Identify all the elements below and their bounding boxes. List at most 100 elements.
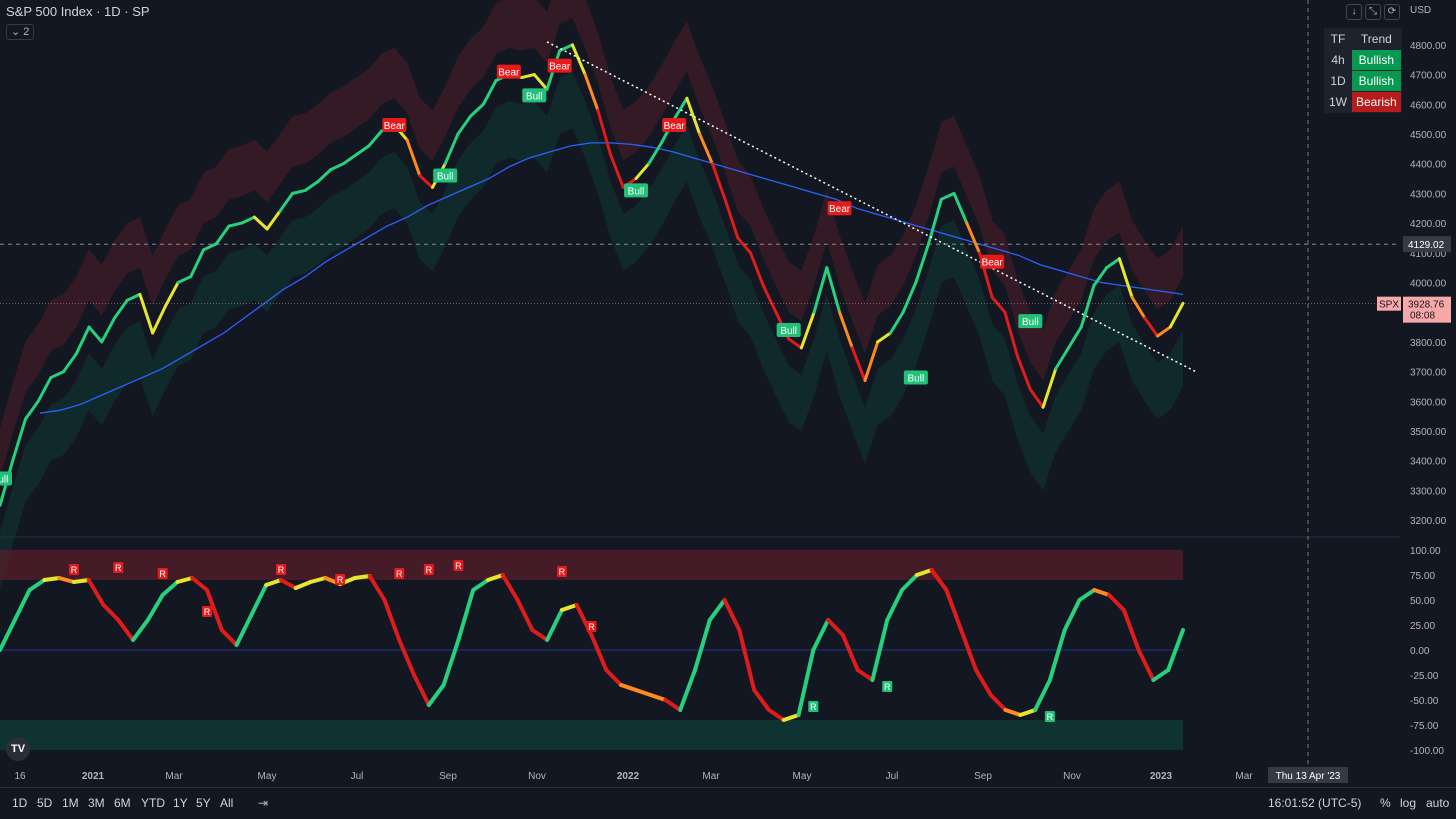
oscillator-segment <box>367 574 387 602</box>
oscillator-segment <box>278 578 298 590</box>
percent-toggle[interactable]: % <box>1380 796 1391 810</box>
clock-label[interactable]: 16:01:52 (UTC-5) <box>1268 796 1362 810</box>
oscillator-segment <box>1136 648 1156 682</box>
time-tick-label: 2023 <box>1150 771 1173 782</box>
bull-signal: Bull <box>522 88 547 103</box>
timeframe-1d-button[interactable]: 1D <box>12 796 28 810</box>
price-segment <box>583 73 600 112</box>
divergence-badge <box>453 560 464 571</box>
timeframe-all-button[interactable]: All <box>220 796 234 810</box>
oscillator-tick-label: 0.00 <box>1410 646 1430 657</box>
price-segment <box>240 215 256 225</box>
tradingview-logo-icon[interactable]: TV <box>6 737 30 761</box>
auto-toggle[interactable]: auto <box>1426 796 1450 810</box>
time-tick-label: Jul <box>886 771 899 782</box>
price-segment <box>952 191 969 225</box>
price-segment <box>405 138 422 178</box>
price-segment <box>914 242 931 284</box>
price-segment <box>418 174 434 189</box>
symbol-tag <box>1377 296 1401 311</box>
signal-badge <box>624 183 649 198</box>
timeframe-1y-button[interactable]: 1Y <box>173 796 188 810</box>
divergence-badge <box>157 568 168 579</box>
signal-badge <box>980 254 1005 269</box>
oscillator-segment <box>781 713 801 722</box>
refresh-icon[interactable]: ⟳ <box>1384 4 1400 20</box>
oscillator-segment <box>707 598 727 622</box>
crosshair-price-text: 4129.02 <box>1408 240 1445 251</box>
signal-text: Bear <box>549 62 571 73</box>
timeframe-3m-button[interactable]: 3M <box>88 796 105 810</box>
price-segment <box>876 331 892 344</box>
price-segment <box>736 236 753 255</box>
signal-badge <box>382 118 407 133</box>
divergence-label: R <box>396 569 403 579</box>
signal-text: Bull <box>437 172 454 183</box>
time-tick-label: Mar <box>165 771 183 782</box>
price-series-layer <box>0 41 1197 507</box>
oscillator-segment <box>959 628 978 672</box>
crosshair-date-tag <box>1268 767 1348 783</box>
download-icon[interactable]: ↓ <box>1346 4 1362 20</box>
timeframe-1m-button[interactable]: 1M <box>62 796 79 810</box>
trend-header-trend: Trend <box>1360 32 1392 46</box>
trend-tf-1w: 1W <box>1329 95 1347 109</box>
price-segment <box>456 114 473 136</box>
indicator-collapse-toggle[interactable]: ⌄ 2 <box>6 24 35 40</box>
oscillator-segment <box>914 568 934 577</box>
date-range-icon[interactable]: ⇥ <box>258 796 269 810</box>
oscillator-segment <box>766 708 786 722</box>
oscillator-segment <box>116 618 136 642</box>
price-segment <box>87 325 104 344</box>
oscillator-segment <box>885 588 905 622</box>
oscillator-tick-label: 25.00 <box>1410 621 1435 632</box>
signal-text: Bear <box>664 121 686 132</box>
oscillator-segment <box>988 693 1008 712</box>
price-segment <box>176 275 193 284</box>
divergence-label: R <box>115 563 122 573</box>
price-tick-label: 3800.00 <box>1410 338 1447 349</box>
time-axis[interactable]: 16 2021 Mar May Jul Sep Nov 2022 Mar May Jul Sep Nov… <box>14 771 1253 782</box>
currency-label[interactable]: USD <box>1410 5 1432 16</box>
oscillator-segment <box>663 698 683 712</box>
divergence-label: R <box>810 702 817 712</box>
divergence-label: R <box>884 682 891 692</box>
price-segment <box>672 96 689 121</box>
divergence-badge <box>808 701 819 712</box>
price-tick-label: 4500.00 <box>1410 130 1447 141</box>
oscillator-segment <box>456 588 476 642</box>
price-axis[interactable]: 4800.00 4700.00 4600.00 4500.00 4400.00 4300.… <box>1410 41 1447 757</box>
price-tick-label: 3400.00 <box>1410 457 1447 468</box>
timeframe-ytd-button[interactable]: YTD <box>141 796 165 810</box>
price-segment <box>723 197 740 240</box>
trend-header-tf: TF <box>1330 32 1346 46</box>
bottom-toolbar: 1D 5D 1M 3M 6M YTD 1Y 5Y All ⇥ 16:01:52 … <box>0 787 1456 818</box>
oscillator-segment <box>1047 628 1067 682</box>
time-tick-label: Sep <box>439 771 457 782</box>
timeframe-5y-button[interactable]: 5Y <box>196 796 211 810</box>
expand-icon[interactable]: ⤡ <box>1365 4 1381 20</box>
divergence-label: R <box>455 561 462 571</box>
signal-text: Bull <box>628 186 645 197</box>
timeframe-6m-button[interactable]: 6M <box>114 796 131 810</box>
timeframe-5d-button[interactable]: 5D <box>37 796 53 810</box>
price-segment <box>341 153 358 166</box>
oscillator-tick-label: 50.00 <box>1410 596 1435 607</box>
price-tick-label: 4400.00 <box>1410 160 1447 171</box>
oscillator-segment <box>249 583 269 617</box>
divergence-badge <box>275 564 286 575</box>
oscillator-segment <box>900 573 919 592</box>
log-toggle[interactable]: log <box>1400 796 1417 810</box>
price-segment <box>49 370 66 380</box>
price-segment <box>316 168 333 183</box>
divergence-label: R <box>204 607 211 617</box>
oscillator-segment <box>678 668 698 712</box>
bull-signal: Bull <box>0 471 12 486</box>
chart-title: S&P 500 Index · 1D · SP <box>6 4 150 19</box>
price-segment <box>189 248 206 279</box>
price-segment <box>532 73 549 91</box>
moving-average-line <box>39 142 1184 414</box>
oscillator-segment <box>71 578 91 584</box>
